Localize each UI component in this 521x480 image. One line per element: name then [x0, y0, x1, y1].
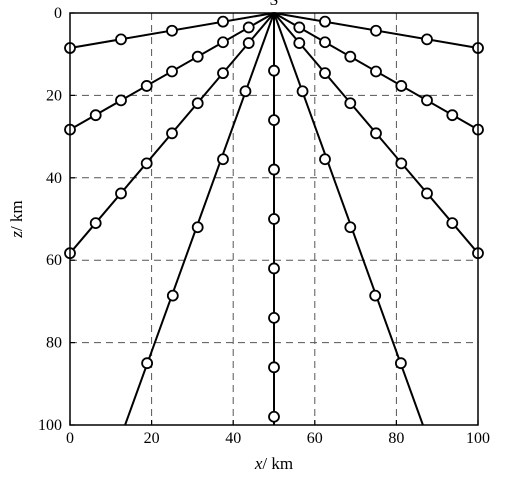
ray-marker — [293, 21, 306, 34]
ray-marker — [89, 217, 102, 230]
ray-marker — [395, 80, 408, 92]
ray-marker — [344, 221, 357, 234]
ray-marker — [421, 94, 433, 107]
x-tick-label: 20 — [144, 430, 160, 447]
ray-marker — [268, 163, 280, 176]
x-tick-label: 0 — [66, 430, 74, 447]
ray-marker — [268, 410, 280, 423]
ray-marker — [217, 67, 229, 80]
ray-marker — [217, 36, 229, 49]
ray-marker — [268, 114, 280, 127]
ray-marker — [140, 157, 153, 170]
ray-marker — [191, 50, 204, 63]
ray-marker — [191, 221, 204, 234]
ray-marker — [394, 357, 407, 370]
ray-marker — [446, 217, 459, 230]
y-tick-label: 100 — [38, 417, 62, 434]
ray-marker — [268, 262, 280, 275]
ray-marker — [370, 65, 382, 78]
ray-marker — [166, 24, 178, 37]
y-axis-title: z/ km — [7, 200, 26, 238]
ray-marker — [319, 153, 331, 166]
ray-line — [124, 12, 275, 426]
ray-marker — [296, 85, 309, 98]
ray-marker — [446, 109, 459, 122]
ray-marker — [242, 21, 255, 34]
ray-marker — [293, 37, 306, 49]
ray-marker — [140, 80, 153, 92]
ray-marker — [369, 289, 382, 302]
ray-marker — [115, 187, 127, 200]
ray-marker — [217, 15, 229, 28]
ray-marker — [268, 361, 280, 374]
ray-marker — [268, 311, 280, 324]
ray-marker — [370, 24, 382, 37]
ray-marker — [166, 289, 179, 302]
x-tick-label: 80 — [388, 430, 404, 447]
ray-marker — [370, 127, 382, 140]
ray-marker — [268, 64, 280, 77]
plot-frame — [69, 12, 479, 426]
x-tick-label: 40 — [225, 430, 241, 447]
y-tick-label: 60 — [46, 252, 62, 269]
ray-marker — [319, 15, 331, 28]
ray-marker — [242, 37, 255, 49]
ray-marker — [166, 127, 178, 140]
ray-marker — [395, 157, 408, 170]
ray-marker — [191, 97, 204, 110]
x-axis-title: x/ km — [254, 454, 293, 473]
y-tick-label: 80 — [46, 335, 62, 352]
ray-marker — [166, 65, 178, 78]
y-tick-label: 0 — [54, 5, 62, 22]
ray-marker — [344, 50, 357, 63]
ray-marker — [115, 94, 127, 107]
source-label: S — [270, 0, 279, 9]
x-tick-label: 60 — [307, 430, 323, 447]
ray-marker — [217, 153, 229, 166]
ray-marker — [421, 33, 433, 46]
y-tick-label: 20 — [46, 87, 62, 104]
ray-marker — [319, 67, 331, 80]
ray-marker — [141, 357, 154, 370]
ray-marker — [89, 109, 102, 122]
x-tick-label: 100 — [466, 430, 490, 447]
ray-marker — [268, 213, 280, 225]
ray-marker — [421, 187, 433, 200]
y-tick-label: 40 — [46, 170, 62, 187]
ray-line — [273, 12, 424, 426]
ray-marker — [319, 36, 331, 49]
ray-marker — [115, 33, 127, 46]
ray-marker — [344, 97, 357, 110]
ray-marker — [239, 85, 252, 98]
